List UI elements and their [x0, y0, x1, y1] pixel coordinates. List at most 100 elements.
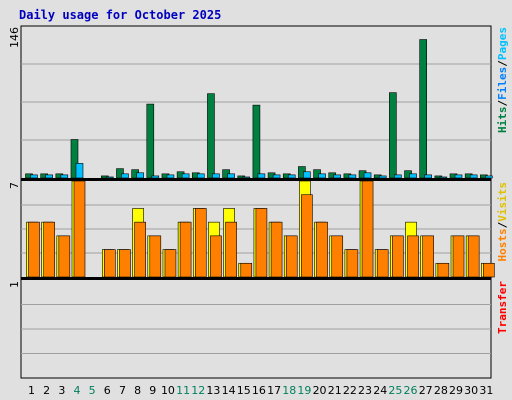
x-tick-label: 21 [328, 384, 342, 397]
x-tick-label: 13 [206, 384, 220, 397]
hits-bar [419, 39, 427, 179]
side-label-part: / [496, 100, 509, 107]
files-bar [378, 175, 387, 179]
hosts-bar [73, 180, 86, 278]
x-tick-label: 8 [134, 384, 141, 397]
hosts-bar [483, 262, 495, 278]
x-tick-label: 4 [73, 384, 80, 397]
hosts-bar [331, 235, 344, 278]
files-bar [45, 174, 53, 179]
x-tick-label: 27 [419, 384, 433, 397]
x-tick-label: 22 [343, 384, 357, 397]
files-bar [485, 175, 493, 179]
panel-side-label: Hits/Files/Pages [496, 27, 509, 133]
files-bar [348, 174, 357, 179]
hosts-bar [346, 249, 359, 278]
panel-separator [21, 178, 491, 181]
files-bar [257, 173, 266, 179]
x-tick-label: 17 [267, 384, 281, 397]
hits-bar [207, 93, 215, 179]
x-tick-label: 23 [358, 384, 372, 397]
files-bar [439, 176, 448, 179]
files-bar [136, 172, 144, 179]
files-bar [166, 174, 175, 179]
files-bar [363, 172, 372, 179]
x-tick-label: 20 [313, 384, 327, 397]
hosts-bar [240, 262, 253, 278]
hosts-bar [361, 180, 374, 278]
files-bar [469, 174, 478, 179]
files-bar [30, 174, 38, 179]
x-tick-label: 25 [388, 384, 402, 397]
chart-frame [20, 25, 492, 379]
files-bar [318, 173, 326, 179]
hits-bar [252, 104, 261, 179]
files-bar [303, 171, 311, 179]
chart-title: Daily usage for October 2025 [19, 8, 221, 22]
panel-side-label: Hosts/Visits [496, 182, 509, 262]
hosts-bar [392, 235, 404, 278]
hosts-bar [437, 262, 450, 278]
files-bar [333, 174, 342, 179]
hits-bar [389, 92, 397, 179]
x-tick-label: 31 [479, 384, 493, 397]
files-bar [424, 174, 432, 179]
hosts-bar [43, 221, 55, 278]
files-bar [287, 174, 296, 179]
files-bar [121, 173, 129, 179]
files-bar [196, 173, 205, 179]
x-tick-label: 10 [161, 384, 175, 397]
x-tick-label: 7 [119, 384, 126, 397]
x-tick-label: 30 [464, 384, 478, 397]
files-bar [394, 174, 402, 179]
hosts-bar [285, 235, 298, 278]
hosts-bar [407, 235, 419, 278]
side-label-part: Pages [496, 27, 509, 60]
x-tick-label: 29 [449, 384, 463, 397]
side-label-part: Hosts [496, 228, 509, 261]
files-bar [242, 176, 251, 179]
x-tick-label: 19 [297, 384, 311, 397]
hosts-bar [225, 221, 237, 278]
files-bar [454, 174, 463, 179]
x-tick-label: 3 [58, 384, 65, 397]
hosts-bar [149, 235, 162, 278]
files-bar [272, 174, 281, 179]
side-label-part: / [496, 221, 509, 228]
y-axis-max-label: 146 [8, 27, 21, 48]
hosts-bar [164, 249, 177, 278]
side-label-part: Hits [496, 107, 509, 134]
files-bar [181, 173, 190, 179]
files-bar [60, 174, 69, 179]
side-label-part: Transfer [496, 281, 509, 334]
x-tick-label: 2 [43, 384, 50, 397]
x-tick-label: 1 [28, 384, 35, 397]
hosts-bar [422, 235, 434, 278]
x-tick-label: 26 [404, 384, 418, 397]
side-label-part: Files [496, 67, 509, 100]
x-tick-label: 6 [104, 384, 111, 397]
hosts-bar [255, 208, 268, 278]
hosts-bar [104, 249, 116, 278]
hits-bar [146, 103, 155, 179]
hosts-bar [270, 221, 283, 278]
x-tick-label: 18 [282, 384, 296, 397]
hosts-bar [58, 235, 71, 278]
panel-side-label: Transfer [496, 281, 509, 334]
hosts-bar [301, 194, 313, 278]
files-bar [409, 173, 417, 179]
x-tick-label: 11 [176, 384, 190, 397]
hosts-bar [194, 208, 207, 278]
side-label-part: / [496, 60, 509, 67]
hosts-bar [28, 221, 40, 278]
files-bar [212, 173, 220, 179]
x-tick-label: 28 [434, 384, 448, 397]
hosts-bar [467, 235, 480, 278]
hosts-bar [452, 235, 465, 278]
x-tick-label: 16 [252, 384, 266, 397]
side-label-part: Visits [496, 182, 509, 222]
y-axis-max-label: 7 [8, 182, 21, 189]
files-bar [106, 176, 114, 179]
